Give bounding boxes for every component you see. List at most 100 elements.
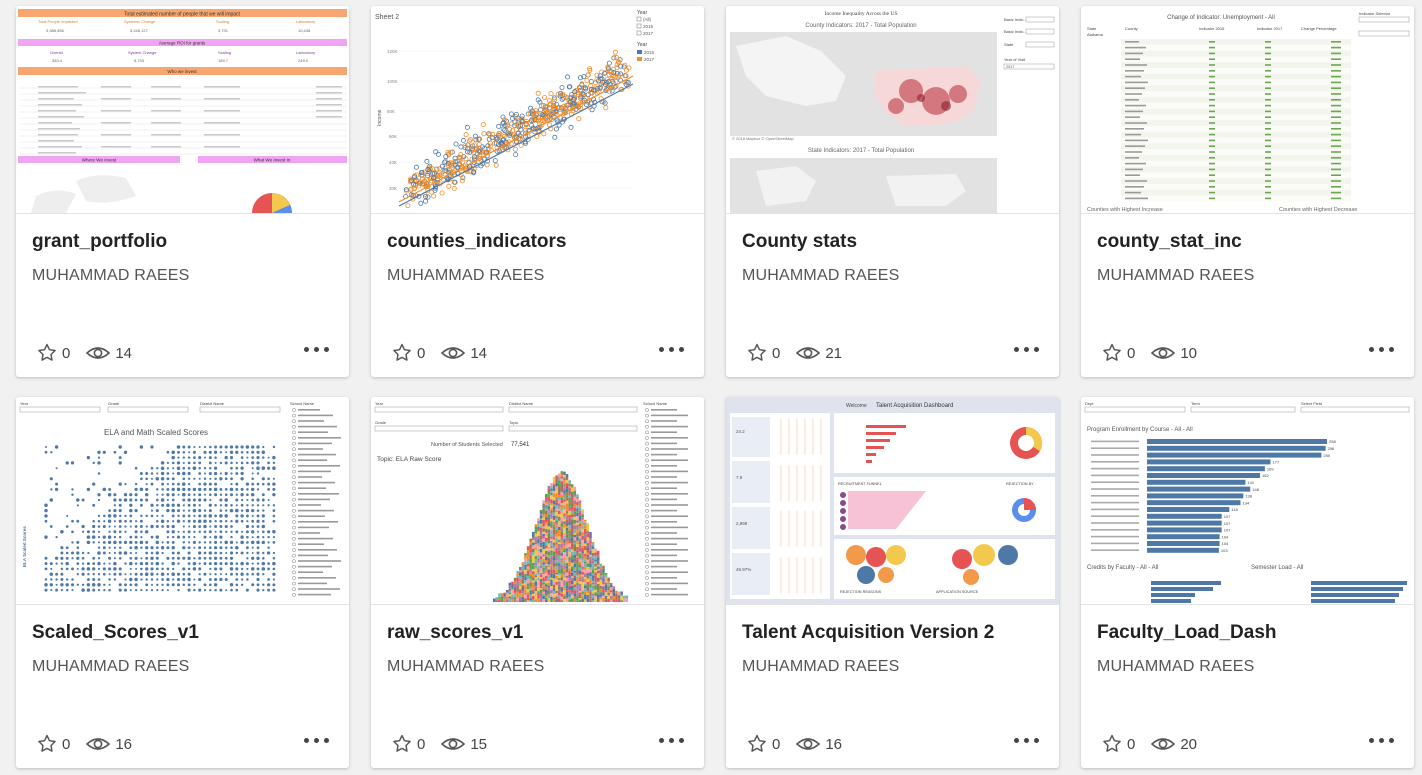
scatter-point xyxy=(177,530,180,533)
scatter-point xyxy=(171,503,175,507)
favorite-button[interactable]: 0 xyxy=(391,342,425,364)
thumbnail[interactable]: Sheet 2 Income 120K 100K 80K 60K 40K 20K… xyxy=(371,6,704,214)
histogram-segment xyxy=(563,594,566,596)
more-actions-button[interactable] xyxy=(1012,736,1041,745)
histogram-segment xyxy=(571,522,574,526)
scatter-point xyxy=(251,498,255,502)
favorite-button[interactable]: 0 xyxy=(36,733,70,755)
histogram-segment xyxy=(615,590,618,594)
scatter-point xyxy=(134,583,138,587)
histogram-segment xyxy=(612,589,616,593)
histogram-segment xyxy=(555,493,558,497)
table-row xyxy=(1121,73,1351,80)
thumbnail[interactable]: Year District Name Grade Topic School Na… xyxy=(371,397,704,605)
histogram-segment xyxy=(581,576,584,579)
workbook-title[interactable]: Talent Acquisition Version 2 xyxy=(742,622,995,643)
favorite-button[interactable]: 0 xyxy=(391,733,425,755)
author-name[interactable]: MUHAMMAD RAEES xyxy=(32,267,190,284)
favorite-button[interactable]: 0 xyxy=(1101,733,1135,755)
thumbnail[interactable]: Income Inequality Across the US County I… xyxy=(726,6,1059,214)
scatter-point xyxy=(177,456,180,459)
scatter-point xyxy=(76,567,79,570)
workbook-title[interactable]: Scaled_Scores_v1 xyxy=(32,622,199,643)
thumbnail[interactable]: Total estimated number of people that we… xyxy=(16,6,349,214)
radio-option xyxy=(645,458,649,463)
dot xyxy=(1034,738,1039,743)
workbook-title[interactable]: raw_scores_v1 xyxy=(387,622,524,643)
workbook-title[interactable]: Faculty_Load_Dash xyxy=(1097,622,1277,643)
histogram-segment xyxy=(573,496,577,501)
scatter-point xyxy=(538,102,544,108)
scatter-point xyxy=(193,514,196,518)
histogram-segment xyxy=(526,570,530,573)
thumbnail[interactable]: Year Grade District Name School Name ELA… xyxy=(16,397,349,605)
author-name[interactable]: MUHAMMAD RAEES xyxy=(1097,267,1255,284)
workbook-title[interactable]: counties_indicators xyxy=(387,231,567,252)
workbook-card[interactable]: Dept Term Select Field Program Enrollmen… xyxy=(1081,397,1414,768)
author-name[interactable]: MUHAMMAD RAEES xyxy=(387,267,545,284)
author-name[interactable]: MUHAMMAD RAEES xyxy=(742,267,900,284)
favorite-button[interactable]: 0 xyxy=(1101,342,1135,364)
workbook-card[interactable]: Sheet 2 Income 120K 100K 80K 60K 40K 20K… xyxy=(371,6,704,377)
scatter-point xyxy=(203,477,207,481)
thumbnail[interactable]: Dept Term Select Field Program Enrollmen… xyxy=(1081,397,1414,605)
histogram-segment xyxy=(550,503,553,506)
school-option xyxy=(298,487,326,489)
scatter-point xyxy=(267,588,271,592)
more-actions-button[interactable] xyxy=(1367,736,1396,745)
more-actions-button[interactable] xyxy=(1367,345,1396,354)
histogram-segment xyxy=(550,587,553,590)
scatter-point xyxy=(55,572,59,576)
workbook-card[interactable]: Change of Indicator: Unemployment - All … xyxy=(1081,6,1414,377)
histogram-segment xyxy=(521,583,525,586)
histogram-segment xyxy=(558,543,561,547)
scatter-point xyxy=(208,578,212,581)
histogram-segment xyxy=(545,548,548,551)
scatter-point xyxy=(224,445,228,449)
more-actions-button[interactable] xyxy=(1012,345,1041,354)
workbook-card[interactable]: Welcome Talent Acquisition Dashboard 24.… xyxy=(726,397,1059,768)
histogram-segment xyxy=(571,540,574,544)
table-row xyxy=(1121,39,1351,45)
more-actions-button[interactable] xyxy=(302,736,331,745)
more-actions-button[interactable] xyxy=(657,345,686,354)
thumbnail[interactable]: Welcome Talent Acquisition Dashboard 24.… xyxy=(726,397,1059,605)
favorite-button[interactable]: 0 xyxy=(746,733,780,755)
histogram-segment xyxy=(558,473,561,477)
histogram-segment xyxy=(571,559,574,563)
bar-value: 103 xyxy=(1221,548,1228,553)
scatter-point xyxy=(240,572,244,576)
author-name[interactable]: MUHAMMAD RAEES xyxy=(32,658,190,675)
histogram-segment xyxy=(589,600,592,602)
histogram-segment xyxy=(568,590,571,595)
favorite-button[interactable]: 0 xyxy=(746,342,780,364)
more-actions-button[interactable] xyxy=(657,736,686,745)
workbook-card[interactable]: Year District Name Grade Topic School Na… xyxy=(371,397,704,768)
histogram-segment xyxy=(552,578,556,581)
histogram-segment xyxy=(594,579,597,582)
workbook-card[interactable]: Total estimated number of people that we… xyxy=(16,6,349,377)
thumbnail[interactable]: Change of Indicator: Unemployment - All … xyxy=(1081,6,1414,214)
workbook-title[interactable]: grant_portfolio xyxy=(32,231,168,252)
scatter-point xyxy=(582,85,588,91)
scatter-point xyxy=(65,525,69,528)
histogram-segment xyxy=(529,541,532,545)
author-name[interactable]: MUHAMMAD RAEES xyxy=(387,658,545,675)
histogram-segment xyxy=(560,484,564,488)
histogram-segment xyxy=(532,565,535,570)
workbook-card[interactable]: Income Inequality Across the US County I… xyxy=(726,6,1059,377)
author-name[interactable]: MUHAMMAD RAEES xyxy=(742,658,900,675)
favorite-button[interactable]: 0 xyxy=(36,342,70,364)
more-actions-button[interactable] xyxy=(302,345,331,354)
histogram-segment xyxy=(581,519,584,522)
scatter-point xyxy=(188,525,191,528)
workbook-title[interactable]: county_stat_inc xyxy=(1097,231,1242,252)
workbook-card[interactable]: Year Grade District Name School Name ELA… xyxy=(16,397,349,768)
histogram-segment xyxy=(560,471,564,474)
scatter-point xyxy=(134,509,138,513)
course-label xyxy=(1091,488,1139,490)
author-name[interactable]: MUHAMMAD RAEES xyxy=(1097,658,1255,675)
histogram-segment xyxy=(560,593,564,597)
workbook-title[interactable]: County stats xyxy=(742,231,858,252)
scatter-point xyxy=(70,583,75,587)
